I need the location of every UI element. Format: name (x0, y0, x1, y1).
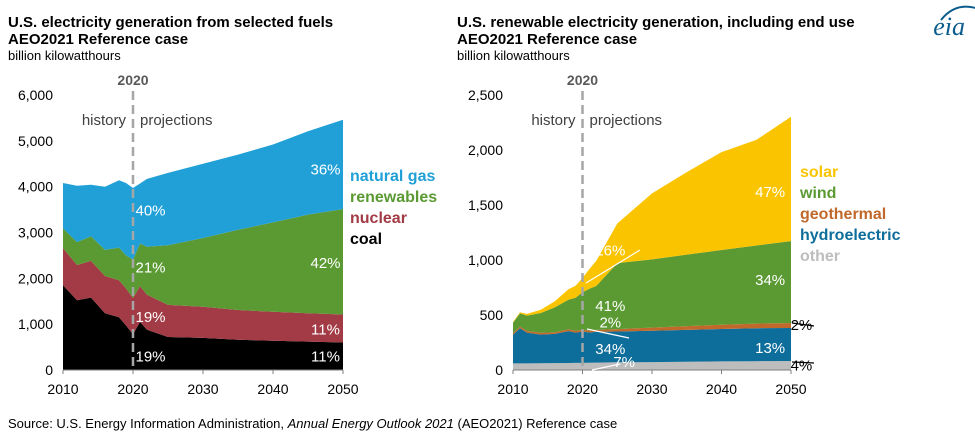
right-chart-units: billion kilowatthours (457, 47, 570, 63)
left-ytick-label: 6,000 (18, 87, 53, 103)
left-chart-title-block: U.S. electricity generation from selecte… (8, 14, 333, 63)
source-suffix: (AEO2021) Reference case (453, 416, 618, 431)
eia-logo-swoosh (940, 5, 975, 21)
right-area-geothermal (513, 323, 791, 335)
right-legend-other: other (800, 248, 840, 265)
right-xtick-label: 2020 (567, 381, 598, 397)
right-area-wind (513, 241, 791, 334)
left-ytick-label: 2,000 (18, 270, 53, 286)
source-italic: Annual Energy Outlook 2021 (287, 416, 454, 431)
left-ytick-label: 4,000 (18, 179, 53, 195)
right-legend-solar: solar (800, 164, 838, 181)
right-xtick-label: 2030 (636, 381, 667, 397)
left-xtick-label: 2030 (187, 381, 218, 397)
right-xtick-label: 2050 (775, 381, 806, 397)
right-share-label: 41% (595, 298, 625, 315)
left-xtick-label: 2040 (257, 381, 288, 397)
right-ytick-label: 1,500 (468, 197, 503, 213)
left-chart-units: billion kilowatthours (8, 47, 121, 63)
right-legend-wind: wind (799, 185, 836, 202)
left-share-label: 21% (135, 259, 165, 276)
right-ytick-label: 2,500 (468, 87, 503, 103)
right-share-label: 7% (613, 354, 635, 371)
right-leader-geothermal-2050 (791, 322, 815, 327)
right-share-label: 4% (791, 358, 813, 375)
source-note: Source: U.S. Energy Information Administ… (8, 416, 617, 431)
right-projections-label: projections (590, 112, 663, 129)
right-leader-other-2050 (791, 361, 815, 364)
left-xtick-label: 2050 (327, 381, 358, 397)
left-ytick-label: 5,000 (18, 133, 53, 149)
right-chart-title-block: U.S. renewable electricity generation, i… (457, 14, 855, 63)
left-chart-subtitle: AEO2021 Reference case (8, 31, 189, 49)
left-legend-natural-gas: natural gas (350, 168, 435, 185)
right-share-label: 2% (791, 317, 813, 334)
right-xtick-label: 2040 (706, 381, 737, 397)
right-share-label: 13% (755, 340, 785, 357)
right-chart-title: U.S. renewable electricity generation, i… (457, 14, 855, 31)
left-divider-year: 2020 (117, 72, 148, 88)
right-share-label: 34% (755, 272, 785, 289)
right-leader-geothermal-2020 (586, 328, 630, 339)
left-xtick-label: 2010 (47, 381, 78, 397)
left-share-label: 11% (311, 348, 340, 365)
right-share-label: 47% (755, 184, 785, 201)
right-area-solar (513, 116, 791, 323)
left-share-label: 19% (135, 309, 165, 326)
left-legend-nuclear: nuclear (350, 210, 407, 227)
right-ytick-label: 1,000 (468, 252, 503, 268)
eia-logo-text: eia (933, 12, 965, 41)
right-leader-solar-2020 (585, 249, 641, 284)
left-ytick-label: 0 (45, 362, 53, 378)
left-share-label: 19% (135, 348, 165, 365)
source-prefix: Source: U.S. Energy Information Administ… (8, 416, 288, 431)
left-chart: 0 1,000 2,000 3,000 4,000 5,000 6,000 2010 2020 2… (18, 72, 437, 397)
right-share-label: 34% (595, 341, 625, 358)
right-leader-other-2020 (591, 363, 621, 371)
eia-logo: eia (933, 4, 975, 41)
right-ytick-label: 500 (480, 307, 504, 323)
right-divider-year: 2020 (567, 72, 598, 88)
right-chart-subtitle: AEO2021 Reference case (457, 31, 638, 49)
right-history-label: history (531, 112, 576, 129)
left-chart-title: U.S. electricity generation from selecte… (8, 14, 334, 31)
right-legend-hydroelectric: hydroelectric (800, 227, 901, 244)
left-history-label: history (82, 112, 127, 129)
right-share-label: 16% (595, 243, 625, 260)
left-share-label: 11% (311, 322, 340, 339)
left-ytick-label: 1,000 (18, 316, 53, 332)
left-legend-renewables: renewables (350, 189, 437, 206)
right-ytick-label: 2,000 (468, 142, 503, 158)
right-share-label: 2% (599, 315, 621, 332)
right-xtick-label: 2010 (497, 381, 528, 397)
left-xtick-label: 2020 (117, 381, 148, 397)
right-ytick-label: 0 (495, 362, 503, 378)
left-projections-label: projections (140, 112, 213, 129)
left-share-label: 40% (135, 203, 165, 220)
left-share-label: 36% (310, 161, 340, 178)
right-chart: 0 500 1,000 1,500 2,000 2,500 2010 2020 2030 2040… (468, 72, 901, 397)
left-ytick-label: 3,000 (18, 225, 53, 241)
left-share-label: 42% (310, 255, 340, 272)
left-legend-coal: coal (350, 231, 382, 248)
right-legend-geothermal: geothermal (800, 206, 886, 223)
